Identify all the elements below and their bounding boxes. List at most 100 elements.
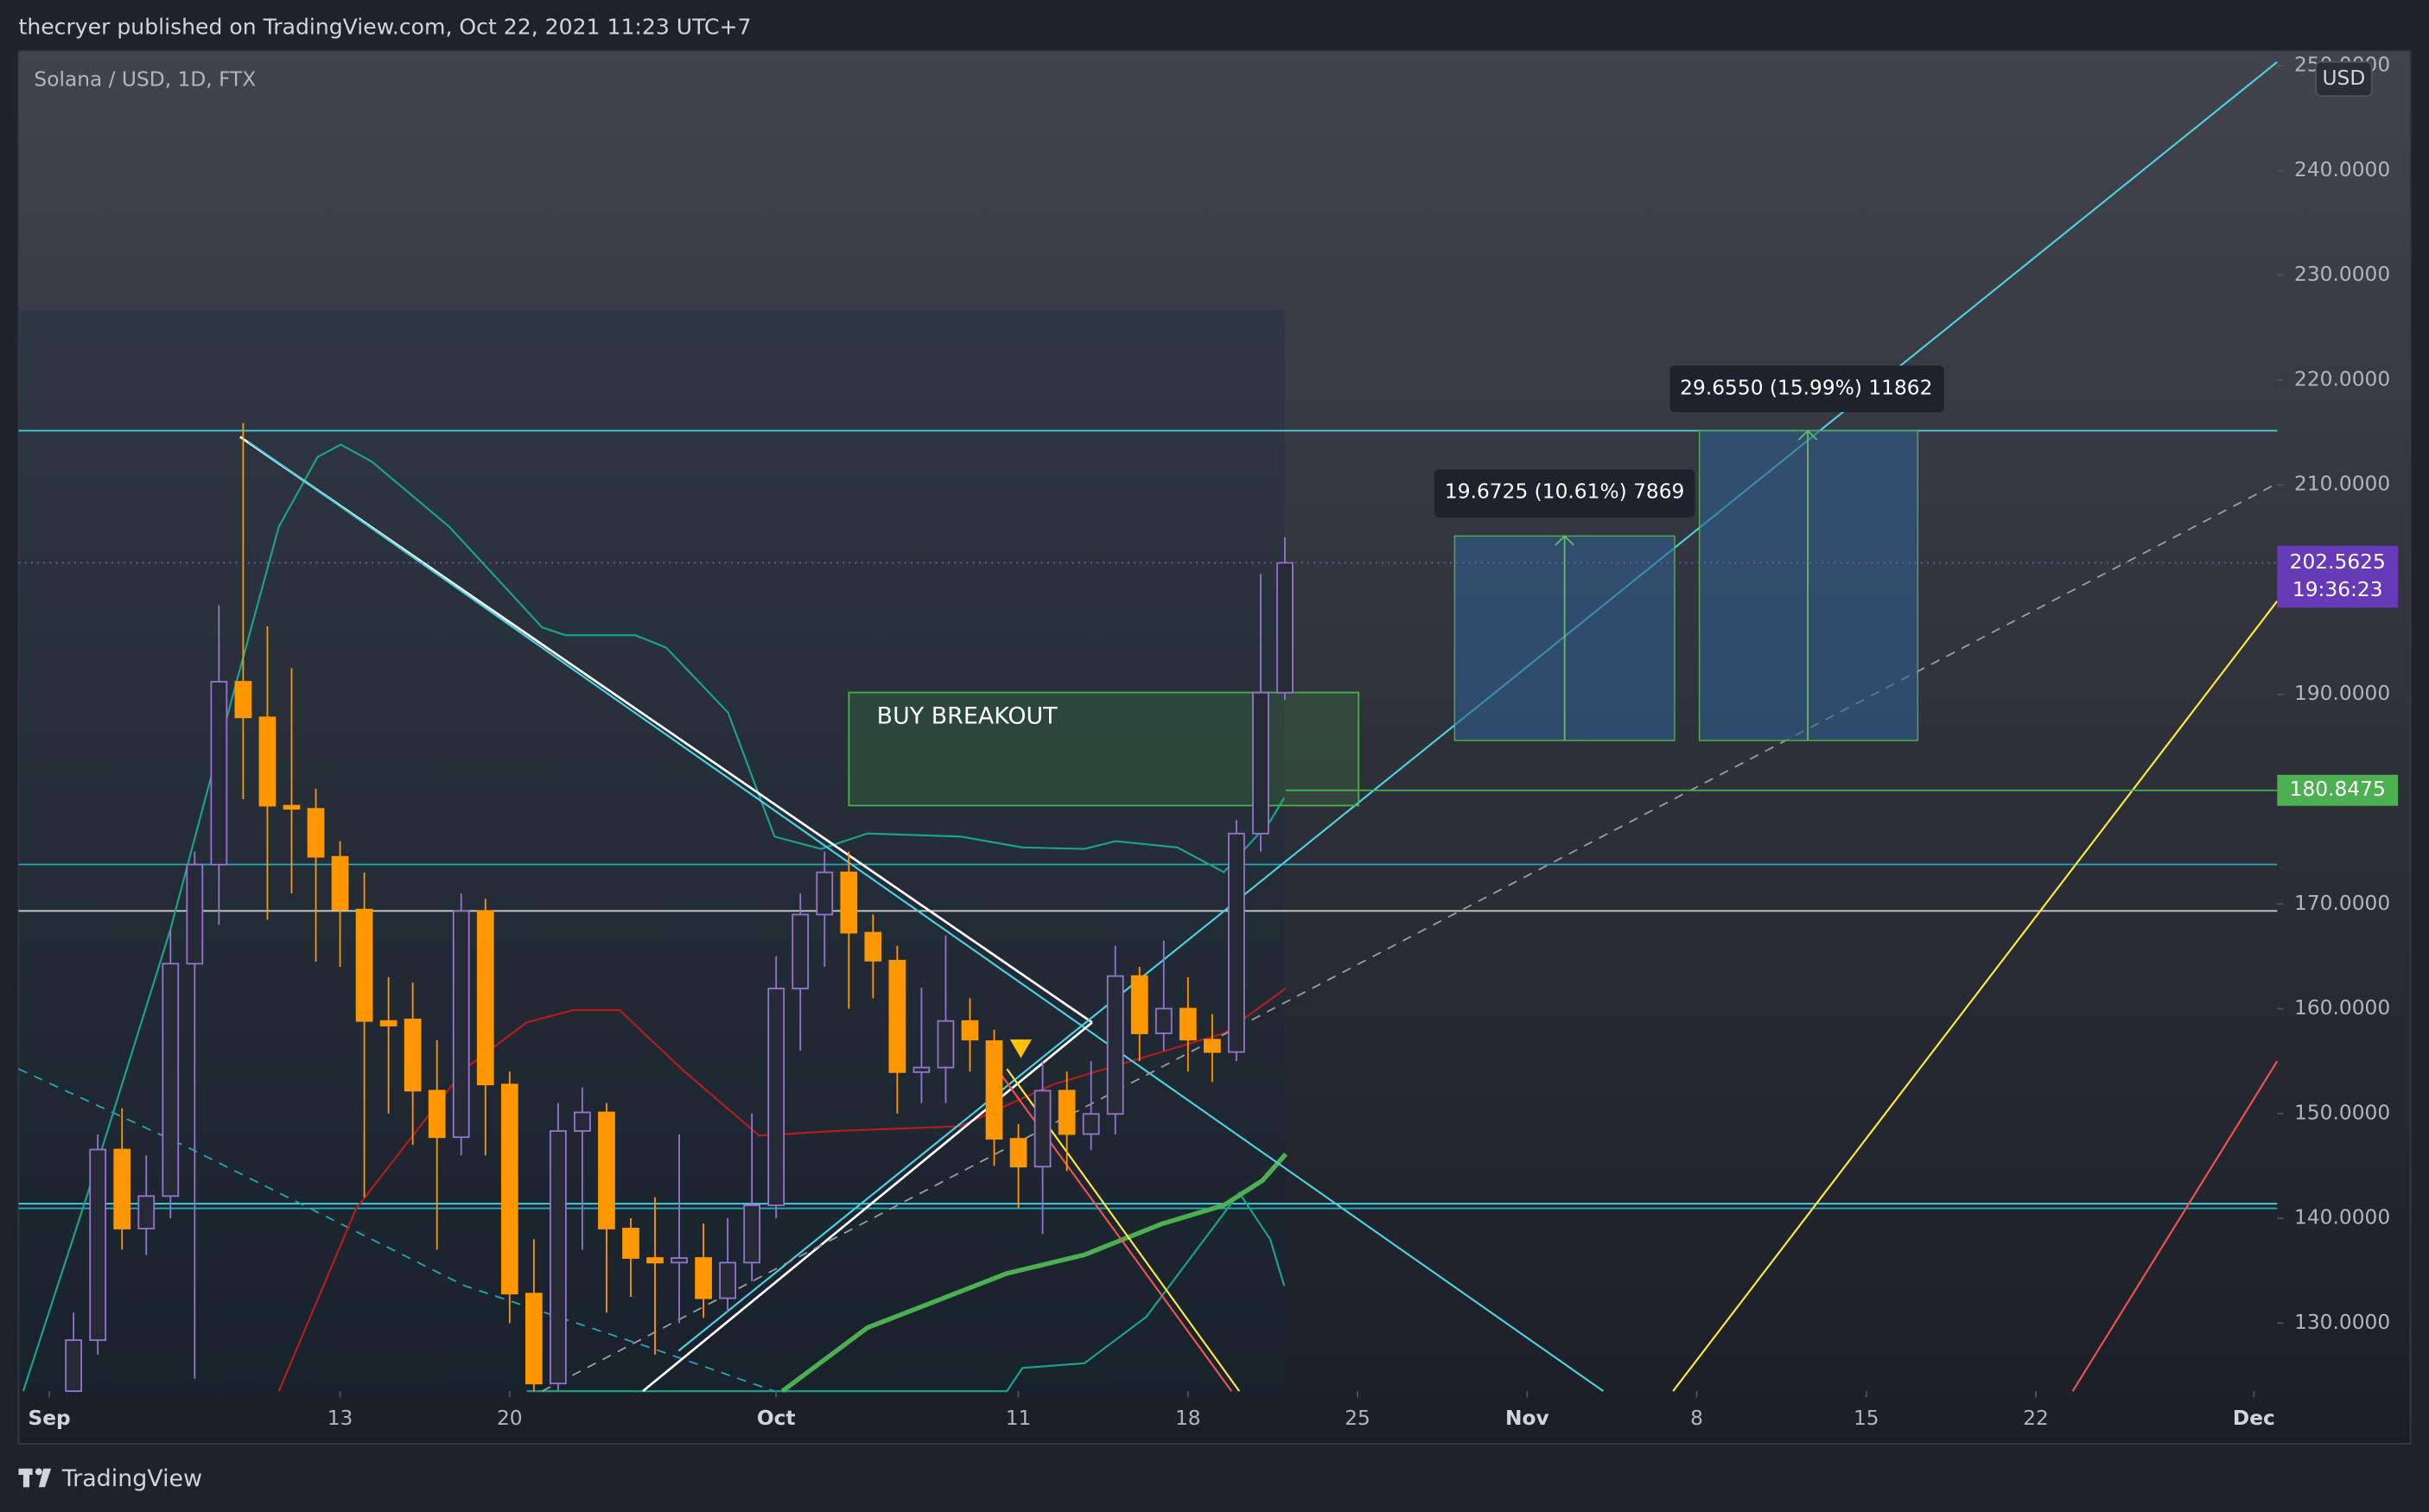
level-label: 180.8475 [2290, 778, 2386, 801]
y-tick-label: 150.0000 [2294, 1101, 2390, 1124]
x-tick-label: 8 [1690, 1407, 1703, 1430]
candle-body [646, 1257, 664, 1264]
logo-icon [38, 1468, 52, 1488]
candle-body [622, 1228, 639, 1259]
candle-body [476, 910, 494, 1086]
trend-line [2071, 1060, 2279, 1392]
y-tick-label: 240.0000 [2294, 158, 2390, 181]
candle-body [525, 1293, 543, 1385]
trend-line [18, 1068, 775, 1392]
candle-body [1058, 1090, 1076, 1135]
measure-label-box [1669, 365, 1944, 412]
candle-body [550, 1130, 567, 1385]
y-tick-label: 210.0000 [2294, 473, 2390, 496]
y-tick-label: 130.0000 [2294, 1311, 2390, 1334]
x-tick-label: 20 [497, 1407, 523, 1430]
candle-body [113, 1148, 131, 1229]
candle-body [500, 1083, 518, 1295]
symbol-title: Solana / USD, 1D, FTX [34, 68, 256, 92]
candle-body [1009, 1138, 1027, 1168]
candle-body [937, 1020, 955, 1069]
candle-body [1154, 1007, 1173, 1034]
candle-body [379, 1020, 397, 1026]
header: thecryer published on TradingView.com, O… [19, 14, 752, 39]
currency: USD [2323, 67, 2366, 90]
candle-body [210, 681, 228, 866]
candle-body [404, 1019, 422, 1092]
measure-label-box [1434, 469, 1695, 518]
bollinger-upper [22, 443, 1286, 1392]
branding: TradingView [61, 1465, 202, 1492]
x-tick-label: 18 [1175, 1407, 1201, 1430]
signal-marker [1009, 1039, 1032, 1058]
candle-body [186, 863, 204, 965]
measure-arrow [1797, 429, 1818, 441]
y-tick-label: 170.0000 [2294, 892, 2390, 915]
candle-body [816, 871, 834, 916]
candle-body [888, 959, 906, 1073]
candle-body [1203, 1039, 1221, 1053]
bollinger-lower [526, 1191, 1286, 1393]
trend-line [247, 441, 1605, 1393]
trend-line [1672, 600, 2279, 1392]
candle-body [767, 988, 785, 1206]
level-badge [2277, 774, 2399, 806]
candle-body [961, 1020, 979, 1041]
x-tick-label: Oct [757, 1407, 796, 1430]
candle-body [162, 962, 180, 1198]
candle-body [695, 1257, 712, 1299]
candle-body [598, 1111, 615, 1229]
chart-pane [17, 50, 2412, 1445]
candle-body [840, 871, 858, 934]
candle-body [864, 931, 882, 962]
measure-label: 19.6725 (10.61%) 7869 [1445, 480, 1684, 504]
breakout-box [848, 691, 1360, 807]
axes: 130.0000 140.0000 150.0000 160.0000 170.0000… [28, 54, 2399, 1430]
x-tick-label: Nov [1505, 1407, 1549, 1430]
x-tick-label: 11 [1006, 1407, 1032, 1430]
y-tick-label: 230.0000 [2294, 263, 2390, 286]
candle-body [283, 804, 301, 810]
candle-body [1130, 975, 1148, 1034]
candle-body [137, 1195, 156, 1229]
currency-badge [2315, 60, 2373, 98]
x-tick-label: 13 [327, 1407, 353, 1430]
x-tick-label: 22 [2023, 1407, 2049, 1430]
candle-body [1179, 1007, 1197, 1041]
candle-body [452, 910, 470, 1139]
candle-body [1082, 1113, 1100, 1135]
candles [18, 422, 2278, 1393]
band-fill [18, 309, 1285, 1392]
candle-body [985, 1040, 1003, 1140]
last-price-badge [2277, 545, 2399, 608]
candle-body [792, 913, 810, 990]
candle-body [671, 1257, 688, 1264]
candle-body [428, 1090, 446, 1139]
candle-body [1033, 1090, 1052, 1168]
moving-average [780, 1153, 1288, 1394]
candle-body [1252, 691, 1269, 835]
x-tick-label: 25 [1345, 1407, 1370, 1430]
candle-body [719, 1261, 736, 1299]
drawings [18, 60, 2279, 1394]
logo-icon [35, 1468, 42, 1476]
measure-label: 29.6550 (15.99%) 11862 [1680, 377, 1932, 400]
candle-body [89, 1148, 107, 1341]
candle-body [1228, 832, 1245, 1053]
countdown-label: 19:36:23 [2292, 578, 2383, 601]
last-price-label: 202.5625 [2290, 550, 2386, 574]
candle-body [574, 1111, 591, 1132]
annotation: BUY BREAKOUT [877, 703, 1059, 730]
logo: TradingView [18, 1465, 202, 1492]
x-tick-label: Sep [28, 1407, 70, 1430]
candle-body [307, 808, 325, 858]
y-tick-label: 160.0000 [2294, 996, 2390, 1020]
y-tick-label: 220.0000 [2294, 367, 2390, 391]
y-tick-label: 140.0000 [2294, 1206, 2390, 1229]
candle-body [355, 908, 373, 1022]
candle-body [234, 681, 252, 719]
candle-body [912, 1066, 931, 1073]
candle-body [1276, 562, 1294, 694]
